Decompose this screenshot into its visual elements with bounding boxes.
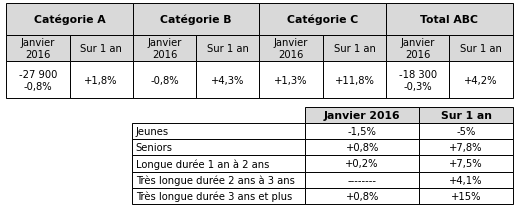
Text: Sur 1 an: Sur 1 an [460,44,502,54]
Bar [305,188,419,204]
Text: Janvier
2016: Janvier 2016 [21,37,55,60]
Text: Seniors: Seniors [136,143,173,152]
Text: Très longue durée 3 ans et plus: Très longue durée 3 ans et plus [136,191,292,201]
Bar [419,172,513,188]
Text: -1,5%: -1,5% [348,126,376,136]
Text: Catégorie C: Catégorie C [287,15,358,25]
Bar [305,107,419,123]
Text: +4,3%: +4,3% [211,75,244,85]
Text: +15%: +15% [451,191,482,201]
Text: +1,8%: +1,8% [84,75,118,85]
Bar [259,35,323,62]
Text: +11,8%: +11,8% [334,75,374,85]
Bar [305,123,419,139]
Bar [419,156,513,172]
Bar [449,62,513,99]
Bar [6,4,133,35]
Bar [6,62,70,99]
Bar [419,188,513,204]
Bar [305,139,419,156]
Bar [419,107,513,123]
Bar [386,4,513,35]
Text: +4,2%: +4,2% [464,75,498,85]
Bar [386,62,449,99]
Bar [305,156,419,172]
Text: +1,3%: +1,3% [275,75,308,85]
Bar [419,139,513,156]
Bar [70,35,133,62]
Bar [259,62,323,99]
Text: Sur 1 an: Sur 1 an [80,44,122,54]
Bar [6,35,70,62]
Bar [196,35,259,62]
Bar [132,139,305,156]
Bar [133,62,196,99]
Text: +4,1%: +4,1% [449,175,483,185]
Bar [323,35,386,62]
Text: Janvier 2016: Janvier 2016 [324,110,400,120]
Text: +7,8%: +7,8% [449,143,483,152]
Text: --------: -------- [348,175,376,185]
Text: Janvier
2016: Janvier 2016 [274,37,308,60]
Text: -18 300
-0,3%: -18 300 -0,3% [399,69,437,91]
Bar [259,4,386,35]
Text: +0,8%: +0,8% [345,191,379,201]
Text: Catégorie B: Catégorie B [160,15,232,25]
Bar [132,123,305,139]
Bar [70,62,133,99]
Text: Sur 1 an: Sur 1 an [333,44,375,54]
Text: Longue durée 1 an à 2 ans: Longue durée 1 an à 2 ans [136,158,269,169]
Bar [133,35,196,62]
Bar [305,172,419,188]
Bar [449,35,513,62]
Text: -0,8%: -0,8% [150,75,179,85]
Text: Jeunes: Jeunes [136,126,169,136]
Text: -5%: -5% [457,126,476,136]
Text: Total ABC: Total ABC [420,15,478,25]
Text: Janvier
2016: Janvier 2016 [400,37,435,60]
Text: Sur 1 an: Sur 1 an [440,110,491,120]
Bar [386,35,449,62]
Bar [196,62,259,99]
Bar [132,156,305,172]
Bar [132,172,305,188]
Bar [133,4,259,35]
Text: Janvier
2016: Janvier 2016 [147,37,181,60]
Bar [323,62,386,99]
Text: +0,8%: +0,8% [345,143,379,152]
Text: -27 900
-0,8%: -27 900 -0,8% [19,69,57,91]
Bar [419,123,513,139]
Text: Sur 1 an: Sur 1 an [207,44,249,54]
Text: Catégorie A: Catégorie A [34,15,106,25]
Text: +0,2%: +0,2% [345,159,379,169]
Text: +7,5%: +7,5% [449,159,483,169]
Bar [132,188,305,204]
Text: Très longue durée 2 ans à 3 ans: Très longue durée 2 ans à 3 ans [136,174,295,185]
